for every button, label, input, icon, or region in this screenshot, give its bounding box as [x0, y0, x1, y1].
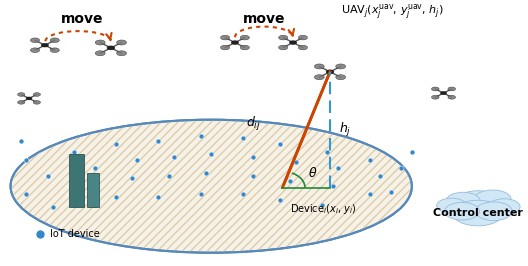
- Circle shape: [298, 35, 307, 40]
- Circle shape: [448, 87, 456, 91]
- Circle shape: [95, 51, 105, 56]
- Text: move: move: [61, 12, 103, 26]
- Circle shape: [95, 40, 105, 45]
- Circle shape: [279, 35, 288, 40]
- Circle shape: [50, 38, 59, 43]
- Circle shape: [41, 43, 49, 47]
- Circle shape: [452, 200, 503, 226]
- Circle shape: [456, 191, 500, 213]
- Circle shape: [314, 64, 324, 69]
- Circle shape: [488, 199, 520, 215]
- Text: IoT device: IoT device: [50, 229, 100, 239]
- Text: move: move: [243, 12, 285, 26]
- Circle shape: [279, 45, 288, 50]
- Circle shape: [446, 192, 480, 209]
- Circle shape: [31, 38, 40, 43]
- Circle shape: [107, 46, 115, 50]
- Circle shape: [17, 93, 25, 96]
- Text: $h_j$: $h_j$: [338, 121, 351, 139]
- Circle shape: [336, 75, 346, 80]
- Circle shape: [50, 48, 59, 52]
- Circle shape: [289, 41, 297, 44]
- Circle shape: [26, 97, 32, 100]
- Circle shape: [221, 45, 230, 50]
- Circle shape: [474, 190, 511, 209]
- Circle shape: [431, 87, 439, 91]
- Text: $\theta$: $\theta$: [308, 166, 318, 180]
- Circle shape: [117, 51, 127, 56]
- Circle shape: [326, 70, 334, 74]
- Circle shape: [117, 40, 127, 45]
- Circle shape: [240, 45, 249, 50]
- Bar: [87, 173, 99, 207]
- Text: UAV$_j$($x_j^{\mathrm{uav}}$, $y_j^{\mathrm{uav}}$, $h_j$): UAV$_j$($x_j^{\mathrm{uav}}$, $y_j^{\mat…: [341, 2, 444, 22]
- Circle shape: [240, 35, 249, 40]
- Circle shape: [33, 101, 41, 104]
- Circle shape: [475, 202, 512, 221]
- Circle shape: [17, 101, 25, 104]
- Text: $d_{ij}$: $d_{ij}$: [246, 115, 261, 133]
- Circle shape: [431, 95, 439, 99]
- Circle shape: [231, 41, 239, 44]
- Circle shape: [33, 93, 41, 96]
- Circle shape: [448, 95, 456, 99]
- Text: Control center: Control center: [433, 208, 523, 218]
- Circle shape: [298, 45, 307, 50]
- Circle shape: [336, 64, 346, 69]
- Circle shape: [314, 75, 324, 80]
- Circle shape: [437, 198, 466, 213]
- Text: Device$_i$($x_i$, $y_i$): Device$_i$($x_i$, $y_i$): [290, 202, 357, 216]
- Circle shape: [221, 35, 230, 40]
- Circle shape: [440, 92, 447, 95]
- Circle shape: [31, 48, 40, 52]
- Bar: [69, 154, 84, 207]
- Circle shape: [445, 202, 479, 220]
- Ellipse shape: [11, 120, 412, 253]
